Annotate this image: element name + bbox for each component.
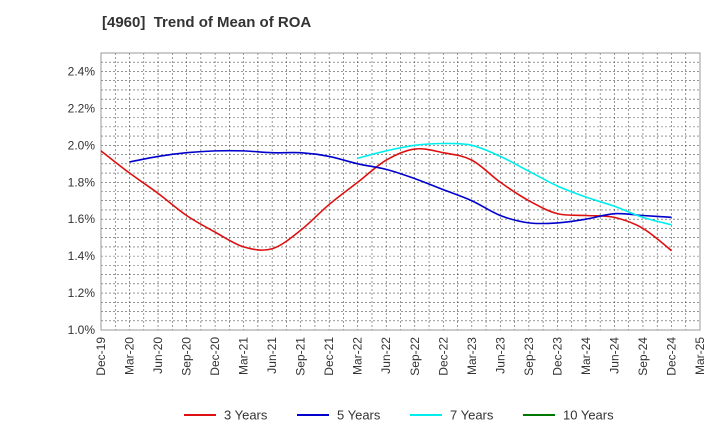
x-tick-label: Mar-20 — [123, 337, 137, 375]
x-tick-label: Jun-21 — [265, 337, 279, 374]
x-tick-label: Jun-20 — [151, 337, 165, 374]
x-tick-label: Jun-23 — [493, 337, 507, 374]
x-tick-label: Mar-24 — [579, 337, 593, 375]
series-line-7-years — [357, 142, 672, 226]
series-line-5-years — [129, 149, 672, 225]
x-tick-label: Dec-22 — [436, 337, 450, 376]
legend-label-7-years: 7 Years — [450, 408, 494, 423]
x-tick-label: Jun-22 — [379, 337, 393, 374]
x-tick-label: Sep-20 — [180, 337, 194, 376]
y-tick-label: 2.0% — [68, 138, 96, 152]
y-tick-label: 1.4% — [68, 249, 96, 263]
y-tick-label: 1.6% — [68, 212, 96, 226]
legend-label-5-years: 5 Years — [337, 408, 381, 423]
x-tick-label: Mar-22 — [351, 337, 365, 375]
chart-title: [4960] Trend of Mean of ROA — [102, 14, 312, 31]
x-tick-label: Dec-20 — [208, 337, 222, 376]
y-tick-label: 1.8% — [68, 175, 96, 189]
x-tick-label: Jun-24 — [607, 337, 621, 374]
x-tick-label: Sep-24 — [636, 337, 650, 376]
series-line-3-years — [100, 147, 672, 252]
legend: 3 Years 5 Years 7 Years 10 Years — [184, 408, 614, 423]
legend-label-10-years: 10 Years — [563, 408, 614, 423]
plot-frame — [100, 52, 701, 331]
grid-layer — [101, 53, 700, 330]
x-tick-label: Dec-24 — [664, 337, 678, 376]
x-tick-label: Dec-23 — [550, 337, 564, 376]
x-tick-label: Sep-21 — [294, 337, 308, 376]
series-layer — [100, 142, 672, 252]
x-tick-label: Dec-21 — [322, 337, 336, 376]
y-tick-label: 2.4% — [68, 64, 96, 78]
x-tick-label: Sep-23 — [522, 337, 536, 376]
y-tick-label: 2.2% — [68, 101, 96, 115]
x-tick-label: Sep-22 — [408, 337, 422, 376]
axis-layer: 1.0% 1.2% 1.4% 1.6% 1.8% 2.0% 2.2% 2.4% Dec-19 Ma… — [68, 64, 707, 375]
legend-label-3-years: 3 Years — [224, 408, 268, 423]
y-tick-label: 1.2% — [68, 286, 96, 300]
x-tick-label: Dec-19 — [94, 337, 108, 376]
y-tick-label: 1.0% — [68, 323, 96, 337]
x-tick-label: Mar-25 — [693, 337, 707, 375]
x-tick-label: Mar-21 — [237, 337, 251, 375]
x-tick-label: Mar-23 — [465, 337, 479, 375]
